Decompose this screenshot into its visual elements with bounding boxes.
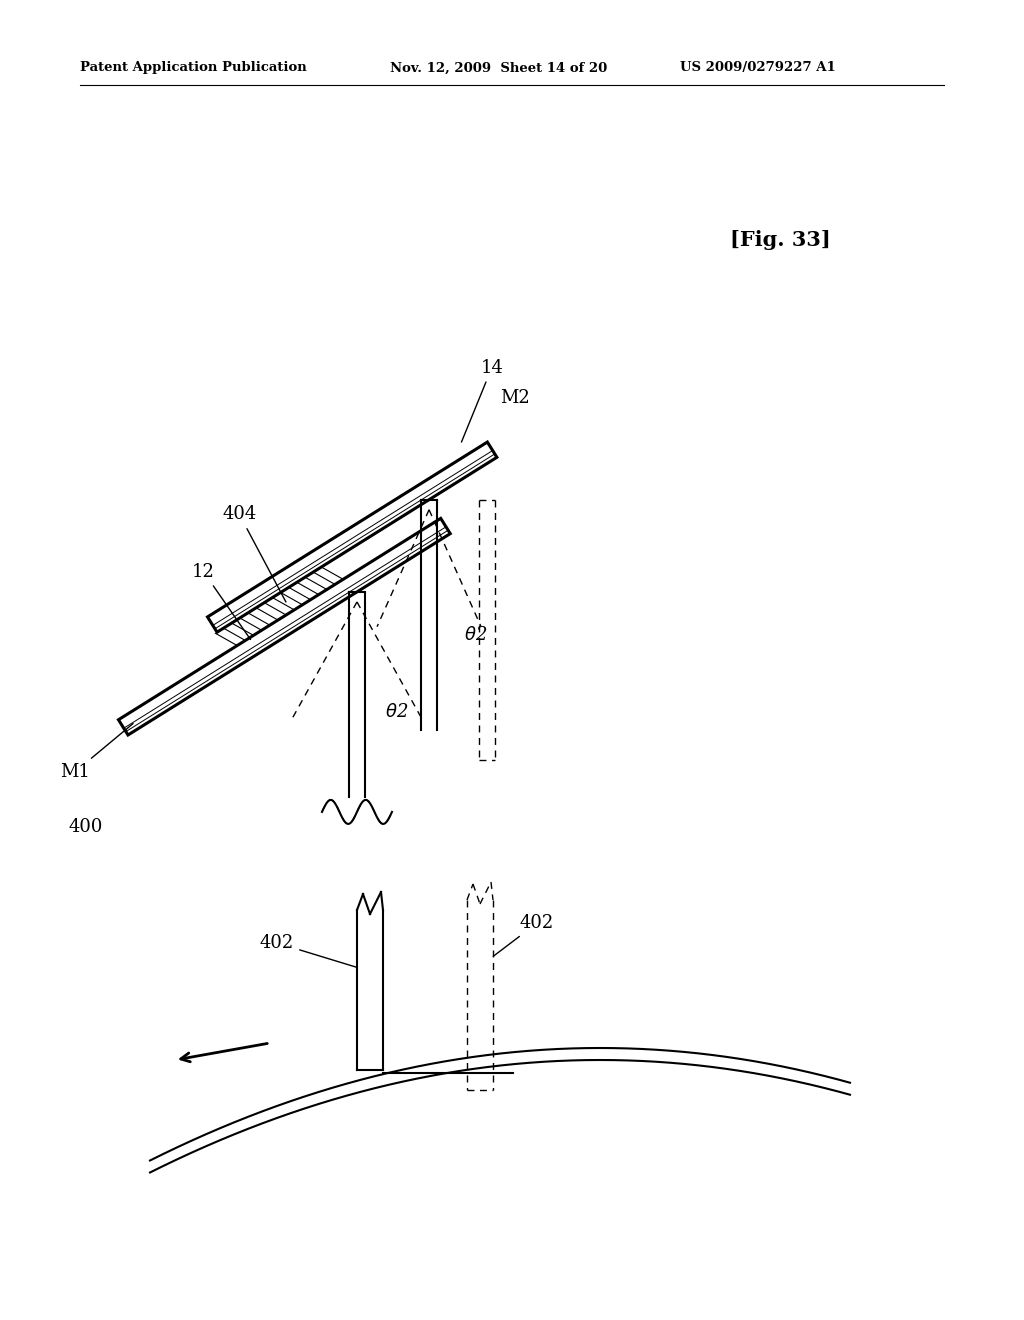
Text: 400: 400 bbox=[68, 818, 102, 836]
Text: US 2009/0279227 A1: US 2009/0279227 A1 bbox=[680, 62, 836, 74]
Text: 404: 404 bbox=[222, 506, 286, 602]
Text: $\theta$2: $\theta$2 bbox=[464, 626, 487, 644]
Text: 14: 14 bbox=[462, 359, 503, 442]
Text: 402: 402 bbox=[494, 913, 554, 956]
Text: 402: 402 bbox=[260, 935, 356, 968]
Polygon shape bbox=[208, 442, 497, 632]
Polygon shape bbox=[119, 519, 451, 735]
Text: $\theta$2: $\theta$2 bbox=[385, 704, 409, 721]
Text: M2: M2 bbox=[501, 388, 530, 407]
Text: M1: M1 bbox=[60, 723, 133, 780]
Text: Nov. 12, 2009  Sheet 14 of 20: Nov. 12, 2009 Sheet 14 of 20 bbox=[390, 62, 607, 74]
Text: [Fig. 33]: [Fig. 33] bbox=[730, 230, 830, 249]
Text: 12: 12 bbox=[193, 562, 251, 639]
Text: Patent Application Publication: Patent Application Publication bbox=[80, 62, 307, 74]
